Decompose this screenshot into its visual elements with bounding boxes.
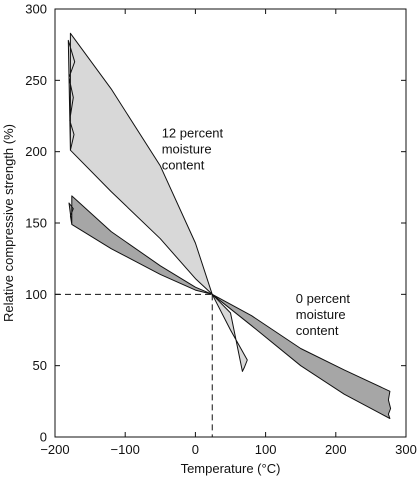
x-tick-label: 200 xyxy=(325,442,347,457)
annotation-moisture-12: 12 percent moisture content xyxy=(162,125,224,172)
x-tick-label: 300 xyxy=(395,442,417,457)
y-tick-label: 50 xyxy=(33,358,47,373)
annotation-line: moisture xyxy=(162,141,212,156)
annotation-moisture-0: 0 percent moisture content xyxy=(296,291,351,338)
x-tick-label: 100 xyxy=(255,442,277,457)
y-tick-label: 300 xyxy=(25,2,47,17)
series-layer xyxy=(67,32,392,419)
axis-ticks: −200 −100 0 100 200 300 0 50 100 150 200 250 300 xyxy=(25,2,417,458)
reference-lines xyxy=(55,293,213,437)
y-tick-label: 100 xyxy=(25,287,47,302)
x-tick-label: 0 xyxy=(192,442,199,457)
y-tick-label: 150 xyxy=(25,216,47,231)
y-tick-label: 0 xyxy=(40,430,47,445)
y-axis-label: Relative compressive strength (%) xyxy=(1,124,16,322)
y-tick-label: 250 xyxy=(25,73,47,88)
band-moisture-0 xyxy=(68,195,392,419)
x-tick-label: −100 xyxy=(111,442,140,457)
annotation-line: content xyxy=(296,323,339,338)
x-tick-label: −200 xyxy=(40,442,69,457)
annotation-line: 12 percent xyxy=(162,125,224,140)
plot-frame xyxy=(54,8,407,438)
annotation-line: 0 percent xyxy=(296,291,351,306)
annotation-line: moisture xyxy=(296,307,346,322)
y-tick-label: 200 xyxy=(25,144,47,159)
annotation-line: content xyxy=(162,157,205,172)
x-axis-label: Temperature (°C) xyxy=(181,461,281,476)
band-moisture-12 xyxy=(67,32,248,372)
